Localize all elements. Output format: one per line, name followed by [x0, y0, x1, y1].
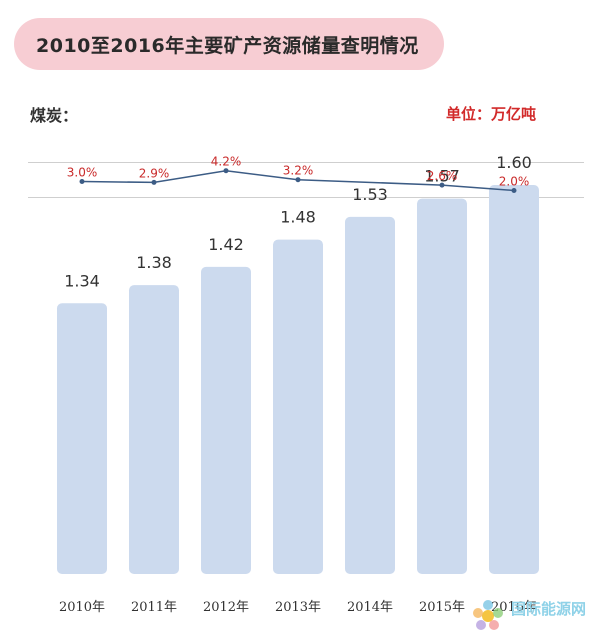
- x-tick-label-0: 2010年: [59, 600, 105, 615]
- bar-value-label-5: 1.57: [424, 167, 460, 186]
- growth-point-4: [439, 182, 445, 188]
- watermark-text: 国际能源网: [510, 600, 586, 618]
- growth-band-bottom-rule: [28, 197, 584, 198]
- bar-4: [345, 216, 395, 574]
- bar-5: [417, 198, 467, 574]
- x-tick-label-5: 2015年: [419, 600, 465, 615]
- subject-label: 煤炭：: [30, 106, 79, 125]
- growth-line: [81, 169, 515, 192]
- x-tick-label-1: 2011年: [131, 600, 177, 615]
- title-banner: [14, 18, 444, 70]
- growth-label-0: 3.0%: [67, 166, 98, 180]
- bar-0: [57, 303, 107, 574]
- bar-value-label-6: 1.60: [496, 153, 532, 172]
- growth-label-5: 2.0%: [499, 175, 530, 189]
- growth-label-3: 3.2%: [283, 164, 314, 178]
- x-tick-label-2: 2012年: [203, 600, 249, 615]
- growth-label-4: 2.6%: [427, 169, 458, 183]
- x-tick-label-4: 2014年: [347, 600, 393, 615]
- bar-2: [201, 266, 251, 574]
- bar-value-label-1: 1.38: [136, 253, 172, 272]
- bar-value-label-2: 1.42: [208, 235, 244, 254]
- growth-point-3: [295, 177, 301, 183]
- bar-6: [489, 185, 539, 574]
- bar-1: [129, 285, 179, 574]
- chart-title: 2010至2016年主要矿产资源储量查明情况: [36, 35, 419, 57]
- growth-point-5: [511, 188, 517, 193]
- x-tick-label-3: 2013年: [275, 600, 321, 615]
- growth-label-2: 4.2%: [211, 155, 242, 169]
- bar-value-label-0: 1.34: [64, 271, 100, 290]
- bar-value-label-3: 1.48: [280, 208, 316, 227]
- unit-label: 单位：万亿吨: [445, 105, 536, 123]
- growth-point-1: [151, 179, 157, 185]
- growth-point-0: [79, 179, 85, 184]
- growth-point-2: [223, 168, 229, 174]
- growth-band-top-rule: [28, 162, 584, 163]
- bar-value-label-4: 1.53: [352, 185, 388, 204]
- growth-label-1: 2.9%: [139, 166, 170, 180]
- watermark-logo-icon: [473, 600, 503, 630]
- bar-3: [273, 239, 323, 574]
